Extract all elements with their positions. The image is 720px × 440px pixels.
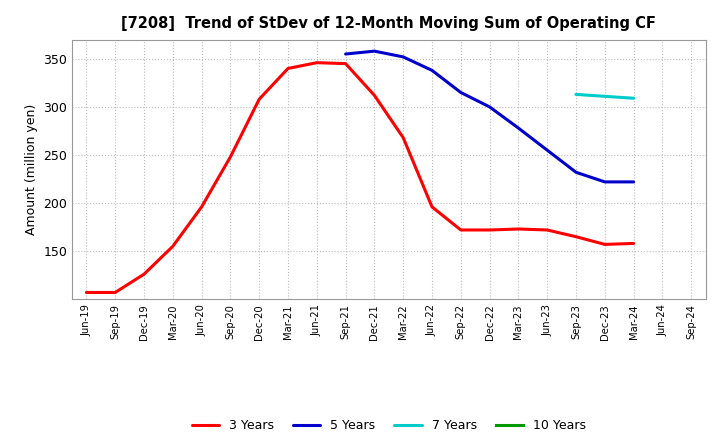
5 Years: [428, 68, 436, 73]
3 Years: [399, 135, 408, 140]
7 Years: [629, 95, 638, 101]
Line: 3 Years: 3 Years: [86, 62, 634, 293]
3 Years: [370, 93, 379, 98]
3 Years: [456, 227, 465, 233]
5 Years: [600, 179, 609, 184]
5 Years: [572, 170, 580, 175]
3 Years: [543, 227, 552, 233]
3 Years: [629, 241, 638, 246]
5 Years: [543, 147, 552, 153]
3 Years: [255, 96, 264, 102]
Title: [7208]  Trend of StDev of 12-Month Moving Sum of Operating CF: [7208] Trend of StDev of 12-Month Moving…: [122, 16, 656, 32]
3 Years: [312, 60, 321, 65]
3 Years: [284, 66, 292, 71]
5 Years: [370, 48, 379, 54]
3 Years: [82, 290, 91, 295]
3 Years: [572, 234, 580, 239]
5 Years: [399, 54, 408, 59]
3 Years: [341, 61, 350, 66]
3 Years: [226, 154, 235, 160]
5 Years: [514, 125, 523, 131]
5 Years: [629, 179, 638, 184]
Line: 5 Years: 5 Years: [346, 51, 634, 182]
3 Years: [111, 290, 120, 295]
Legend: 3 Years, 5 Years, 7 Years, 10 Years: 3 Years, 5 Years, 7 Years, 10 Years: [186, 414, 591, 437]
7 Years: [600, 94, 609, 99]
5 Years: [341, 51, 350, 57]
5 Years: [456, 90, 465, 95]
3 Years: [600, 242, 609, 247]
3 Years: [485, 227, 494, 233]
3 Years: [197, 204, 206, 209]
Y-axis label: Amount (million yen): Amount (million yen): [24, 104, 37, 235]
5 Years: [485, 104, 494, 110]
3 Years: [140, 271, 148, 277]
3 Years: [514, 226, 523, 231]
3 Years: [428, 204, 436, 209]
7 Years: [572, 92, 580, 97]
3 Years: [168, 244, 177, 249]
Line: 7 Years: 7 Years: [576, 95, 634, 98]
